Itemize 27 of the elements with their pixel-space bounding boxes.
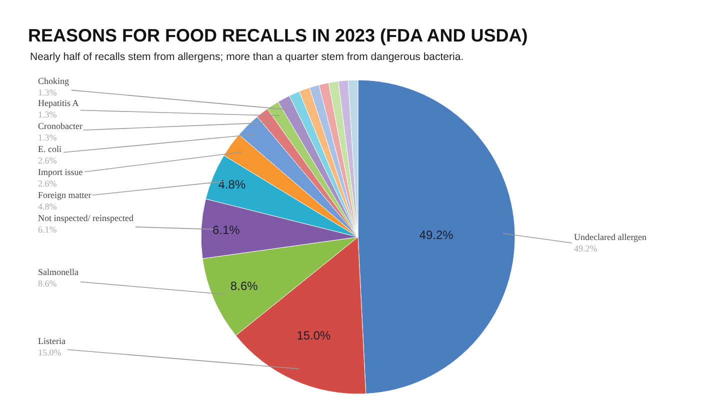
chart-title: REASONS FOR FOOD RECALLS IN 2023 (FDA AND USDA) xyxy=(28,25,528,46)
data-label: 15.0% xyxy=(296,328,332,343)
data-label: 2.6% xyxy=(38,156,58,166)
slice-label: Listeria xyxy=(38,336,66,346)
slice-label: Foreign matter xyxy=(38,190,92,200)
chart-subtitle: Nearly half of recalls stem from allergens; more than a quarter stem from dangerous bacteria. xyxy=(30,51,464,63)
slice-label: Hepatitis A xyxy=(38,98,80,108)
data-label: 49.2% xyxy=(419,228,454,242)
slice-label: Import issue xyxy=(38,167,83,177)
slice-label: Not inspected/ reinspected xyxy=(38,213,134,223)
data-label: 2.6% xyxy=(38,178,58,189)
data-label: 1.3% xyxy=(38,110,58,120)
text: 6.1% xyxy=(38,224,57,235)
slice-label: E. coli xyxy=(38,144,62,154)
slice-label: Choking xyxy=(38,76,70,86)
data-label: 6.1% xyxy=(212,222,240,237)
data-label: 1.3% xyxy=(38,88,58,98)
text: 4.8% xyxy=(38,202,57,212)
data-label: 4.8% xyxy=(218,177,246,192)
text: 49.2% xyxy=(574,244,598,254)
slice-label: Salmonella xyxy=(38,267,78,277)
slice-label: Cronobacter xyxy=(38,121,82,131)
text: 8.6% xyxy=(38,278,57,289)
data-label: 1.3% xyxy=(38,132,58,143)
text: 15.0% xyxy=(38,348,62,358)
data-label: 8.6% xyxy=(230,279,258,294)
slice-label: Undeclared allergen xyxy=(574,232,648,242)
